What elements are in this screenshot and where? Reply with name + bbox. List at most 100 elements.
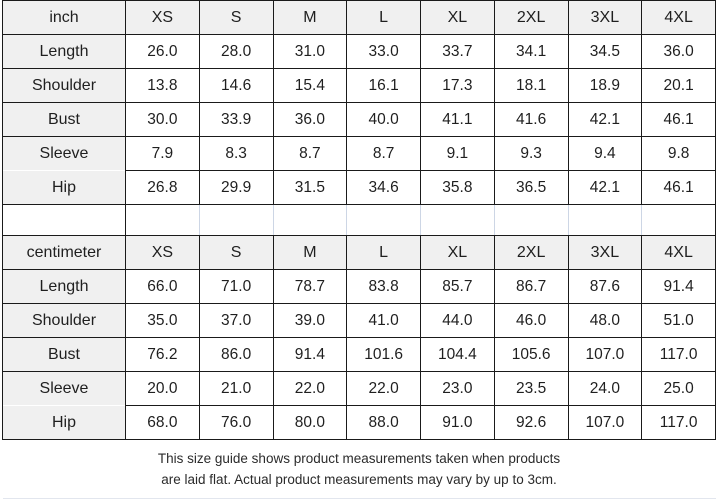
row-label-length-centimeter: Length [2,269,126,304]
cell-inch-shoulder-l: 16.1 [346,68,421,103]
table-row: Hip 26.8 29.9 31.5 34.6 35.8 36.5 42.1 46.1 [2,170,716,205]
size-header-xl: XL [420,235,495,270]
size-header-3xl: 3XL [567,0,643,35]
size-guide-note: This size guide shows product measuremen… [3,449,716,491]
footer-cell: This size guide shows product measuremen… [2,439,716,499]
cell-inch-hip-4xl: 46.1 [641,170,716,205]
cell-centimeter-bust-s: 86.0 [198,337,274,372]
size-header-m: M [272,235,348,270]
cell-inch-hip-m: 31.5 [272,170,348,205]
cell-inch-sleeve-m: 8.7 [272,136,348,171]
spacer-cell-xs [125,204,200,236]
table-row: Sleeve 7.9 8.3 8.7 8.7 9.1 9.3 9.4 9.8 [2,136,716,171]
size-header-2xl: 2XL [493,235,569,270]
cell-centimeter-hip-3xl: 107.0 [567,405,643,440]
cell-inch-shoulder-4xl: 20.1 [641,68,716,103]
unit-label-inch: inch [2,0,126,35]
cell-centimeter-length-xs: 66.0 [125,269,200,304]
cell-inch-length-l: 33.0 [346,34,421,69]
size-header-s: S [198,235,274,270]
cell-inch-hip-2xl: 36.5 [493,170,569,205]
size-header-2xl: 2XL [493,0,569,35]
cell-inch-shoulder-3xl: 18.9 [567,68,643,103]
cell-inch-sleeve-3xl: 9.4 [567,136,643,171]
cell-inch-length-m: 31.0 [272,34,348,69]
cell-centimeter-length-4xl: 91.4 [641,269,716,304]
cell-centimeter-shoulder-m: 39.0 [272,303,348,338]
row-label-sleeve-centimeter: Sleeve [2,371,126,406]
size-header-l: L [346,235,421,270]
cell-centimeter-hip-4xl: 117.0 [641,405,716,440]
cell-centimeter-shoulder-l: 41.0 [346,303,421,338]
spacer-cell-s [198,204,274,236]
cell-inch-hip-xl: 35.8 [420,170,495,205]
spacer-cell-3xl [567,204,643,236]
cell-centimeter-length-2xl: 86.7 [493,269,569,304]
cell-centimeter-hip-s: 76.0 [198,405,274,440]
unit-label-centimeter: centimeter [2,235,126,270]
cell-centimeter-shoulder-3xl: 48.0 [567,303,643,338]
cell-centimeter-bust-m: 91.4 [272,337,348,372]
cell-centimeter-bust-4xl: 117.0 [641,337,716,372]
cell-centimeter-bust-3xl: 107.0 [567,337,643,372]
cell-inch-hip-xs: 26.8 [125,170,200,205]
cell-centimeter-hip-2xl: 92.6 [493,405,569,440]
cell-inch-sleeve-xs: 7.9 [125,136,200,171]
row-label-shoulder-centimeter: Shoulder [2,303,126,338]
spacer-cell-l [346,204,421,236]
cell-centimeter-length-xl: 85.7 [420,269,495,304]
cell-centimeter-sleeve-l: 22.0 [346,371,421,406]
cell-centimeter-shoulder-4xl: 51.0 [641,303,716,338]
cell-inch-sleeve-xl: 9.1 [420,136,495,171]
cell-inch-length-3xl: 34.5 [567,34,643,69]
cell-inch-bust-l: 40.0 [346,102,421,137]
cell-inch-sleeve-l: 8.7 [346,136,421,171]
cell-inch-sleeve-s: 8.3 [198,136,274,171]
cell-centimeter-hip-m: 80.0 [272,405,348,440]
cell-inch-shoulder-xl: 17.3 [420,68,495,103]
cell-inch-shoulder-s: 14.6 [198,68,274,103]
cell-centimeter-bust-xs: 76.2 [125,337,200,372]
cell-inch-bust-2xl: 41.6 [493,102,569,137]
spacer-cell-4xl [641,204,716,236]
spacer-cell-2xl [493,204,569,236]
table-row: Shoulder 13.8 14.6 15.4 16.1 17.3 18.1 18.9 20.1 [2,68,716,103]
size-header-3xl: 3XL [567,235,643,270]
size-header-4xl: 4XL [641,0,716,35]
cell-centimeter-length-l: 83.8 [346,269,421,304]
cell-inch-bust-xl: 41.1 [420,102,495,137]
cell-centimeter-sleeve-2xl: 23.5 [493,371,569,406]
cell-inch-length-4xl: 36.0 [641,34,716,69]
cell-centimeter-length-3xl: 87.6 [567,269,643,304]
cell-inch-hip-s: 29.9 [198,170,274,205]
cell-centimeter-shoulder-xs: 35.0 [125,303,200,338]
cell-inch-length-xs: 26.0 [125,34,200,69]
row-label-bust-inch: Bust [2,102,126,137]
table-row: Bust 76.2 86.0 91.4 101.6 104.4 105.6 107.0 117.… [2,337,716,372]
footer-row: This size guide shows product measuremen… [2,439,716,499]
cell-centimeter-bust-l: 101.6 [346,337,421,372]
note-line1: This size guide shows product measuremen… [157,451,561,467]
size-header-l: L [346,0,421,35]
cell-inch-shoulder-m: 15.4 [272,68,348,103]
row-label-hip-inch: Hip [2,170,126,205]
cell-centimeter-sleeve-s: 21.0 [198,371,274,406]
header-row-centimeter: centimeter XS S M L XL 2XL 3XL 4XL [2,235,716,270]
table-spacer-row [2,204,716,236]
cell-centimeter-bust-xl: 104.4 [420,337,495,372]
spacer-cell-m [272,204,348,236]
cell-inch-sleeve-4xl: 9.8 [641,136,716,171]
row-label-bust-centimeter: Bust [2,337,126,372]
row-label-hip-centimeter: Hip [2,405,126,440]
row-label-sleeve-inch: Sleeve [2,136,126,171]
cell-centimeter-hip-l: 88.0 [346,405,421,440]
table-row: Bust 30.0 33.9 36.0 40.0 41.1 41.6 42.1 46.1 [2,102,716,137]
size-header-xs: XS [125,0,200,35]
cell-centimeter-hip-xl: 91.0 [420,405,495,440]
cell-centimeter-sleeve-4xl: 25.0 [641,371,716,406]
size-header-m: M [272,0,348,35]
table-row: Length 26.0 28.0 31.0 33.0 33.7 34.1 34.5 36.0 [2,34,716,69]
cell-inch-hip-3xl: 42.1 [567,170,643,205]
